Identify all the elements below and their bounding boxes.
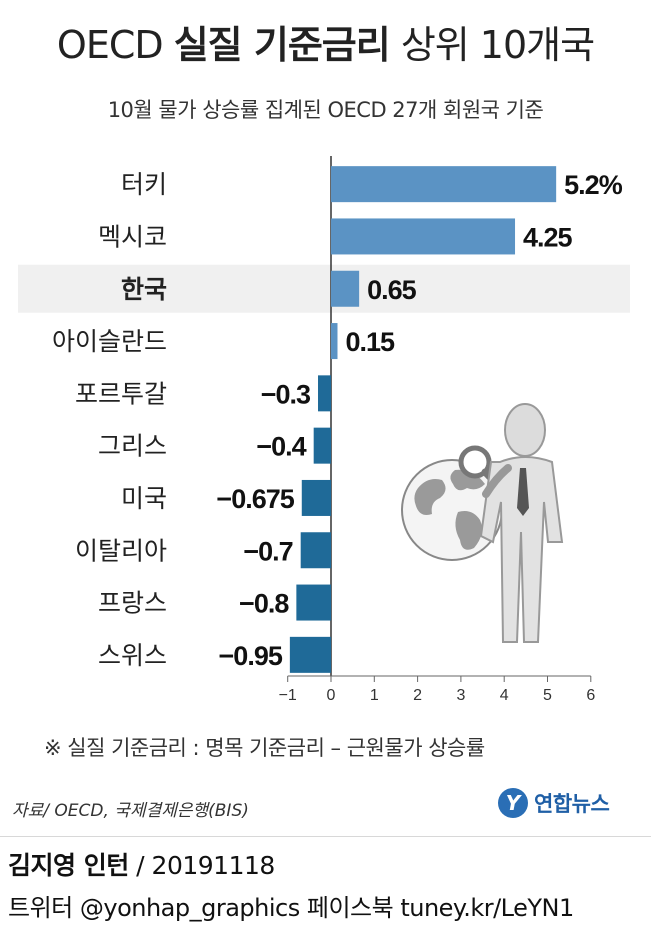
author-name: 김지영 인턴 (8, 851, 129, 880)
value-label: −0.3 (261, 379, 311, 409)
category-label: 멕시코 (98, 222, 167, 251)
bar (331, 323, 338, 360)
x-tick-label: 2 (413, 687, 422, 704)
credit-line: 김지영 인턴 / 20191118 (8, 846, 275, 882)
source-note: 자료/ OECD, 국제결제은행(BIS) (12, 801, 249, 821)
value-label: −0.95 (219, 641, 283, 671)
bar (331, 270, 360, 307)
bar (318, 375, 331, 412)
value-label: 0.65 (367, 275, 417, 305)
category-label: 한국 (121, 275, 167, 304)
category-label: 터키 (121, 170, 167, 199)
value-label: −0.7 (243, 536, 292, 566)
credit-date: / 20191118 (128, 851, 275, 880)
logo-mark: Y (498, 788, 528, 818)
bar (301, 479, 331, 516)
x-tick-label: 5 (543, 687, 552, 704)
bar (289, 636, 331, 673)
x-tick-label: 1 (370, 687, 379, 704)
category-label: 미국 (121, 484, 167, 513)
title-part-3: 상위 10개국 (400, 23, 595, 67)
highlight-band (18, 264, 630, 313)
person-with-magnifier-and-globe-icon (401, 403, 564, 643)
value-label: 0.15 (345, 327, 395, 357)
category-label: 스위스 (98, 641, 167, 670)
category-label: 이탈리아 (75, 536, 167, 565)
value-label: −0.4 (256, 432, 306, 462)
social-links: 트위터 @yonhap_graphics 페이스북 tuney.kr/LeYN1 (8, 894, 574, 922)
category-label: 아이슬란드 (52, 327, 167, 356)
x-tick-label: 6 (586, 687, 595, 704)
title-part-1: OECD (56, 23, 164, 67)
footnote: ※ 실질 기준금리 : 명목 기준금리 – 근원물가 상승률 (44, 736, 485, 760)
category-label: 포르투갈 (75, 379, 167, 408)
credit-bar (0, 836, 651, 930)
value-label: 5.2% (564, 170, 623, 200)
value-label: −0.675 (216, 484, 294, 514)
x-tick-label: 4 (500, 687, 509, 704)
logo-wordmark: 연합뉴스 (534, 792, 610, 816)
bar (313, 427, 331, 464)
bar (331, 218, 516, 255)
x-tick-label: −1 (279, 687, 297, 704)
x-tick-label: 3 (456, 687, 465, 704)
x-tick-label: 0 (327, 687, 336, 704)
yonhap-logo: Y 연합뉴스 (498, 788, 610, 818)
value-label: 4.25 (523, 222, 573, 252)
bar (331, 166, 557, 203)
category-label: 그리스 (98, 432, 167, 461)
category-label: 프랑스 (98, 589, 167, 618)
value-label: −0.8 (239, 589, 289, 619)
bar (300, 532, 331, 569)
chart-subtitle: 10월 물가 상승률 집계된 OECD 27개 회원국 기준 (107, 98, 544, 122)
title-part-2: 실질 기준금리 (173, 23, 391, 67)
bar (296, 584, 331, 621)
chart-title: OECD 실질 기준금리 상위 10개국 (0, 14, 651, 69)
